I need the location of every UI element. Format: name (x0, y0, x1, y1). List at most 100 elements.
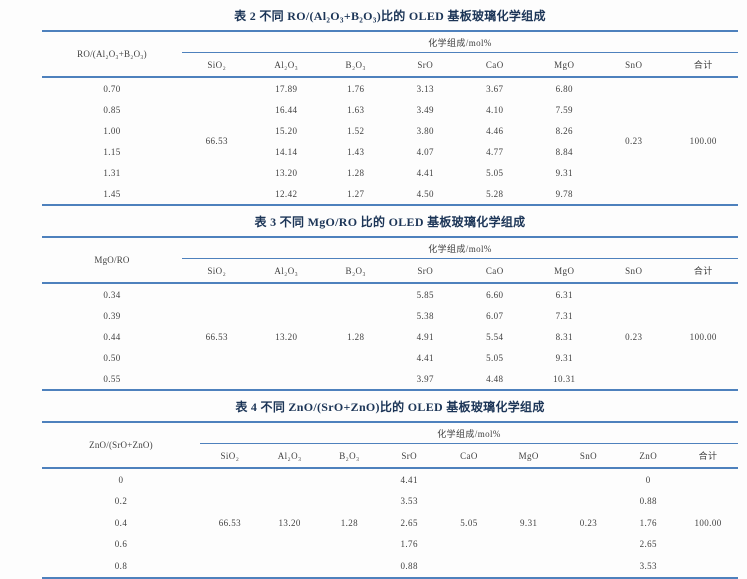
data-cell: 100.00 (689, 136, 717, 146)
table3-section: 表 3 不同 MgO/RO 比的 OLED 基板玻璃化学组成 MgO/RO 化学… (42, 214, 738, 391)
table-row: 1.31 13.20 1.28 4.41 5.05 9.31 (42, 162, 738, 183)
table-row: 0.2 3.53 0.88 (42, 491, 738, 513)
data-cell: 4.10 (486, 104, 504, 115)
data-cell: 2.65 (400, 517, 418, 528)
row-key-cell: 0.85 (103, 104, 121, 115)
data-cell: 4.50 (416, 188, 434, 199)
data-cell: 2.65 (639, 539, 657, 550)
data-cell: 3.53 (400, 496, 418, 507)
row-key-cell: 0.8 (114, 560, 128, 571)
data-cell: 3.13 (416, 83, 434, 94)
row-key-cell: 0.2 (114, 496, 128, 507)
table2: RO/(Al₂O₃+B₂O₃) 化学组成/mol% SiO₂ Al₂O₃ B₂O₃ S… (42, 30, 738, 206)
data-cell: 5.05 (486, 167, 504, 178)
data-cell: 5.54 (486, 331, 504, 342)
data-cell: 6.31 (555, 289, 573, 300)
data-cell: 13.20 (278, 517, 301, 528)
column-header: B₂O₃ (345, 59, 366, 70)
column-header: SrO (417, 265, 434, 276)
row-key-cell: 1.31 (103, 167, 121, 178)
data-cell: 5.85 (416, 289, 434, 300)
data-cell: 0.23 (625, 331, 643, 342)
data-cell: 0 (645, 474, 651, 485)
data-cell: 1.63 (347, 104, 365, 115)
column-header: SiO₂ (220, 450, 240, 461)
table3: MgO/RO 化学组成/mol% SiO₂ Al₂O₃ B₂O₃ SrO CaO MgO S… (42, 236, 738, 391)
row-key-cell: 0.39 (103, 310, 121, 321)
data-cell: 1.28 (347, 167, 365, 178)
data-cell: 9.31 (555, 352, 573, 363)
data-cell: 1.28 (347, 331, 365, 342)
data-cell: 0.23 (625, 136, 643, 146)
data-cell: 5.05 (486, 352, 504, 363)
row-key-cell: 1.00 (103, 125, 121, 136)
data-cell: 14.14 (275, 146, 298, 157)
header-row-columns: SiO₂ Al₂O₃ B₂O₃ SrO CaO MgO SnO 合计 (42, 53, 738, 78)
header-row-columns: SiO₂ Al₂O₃ B₂O₃ SrO CaO MgO SnO ZnO 合计 (42, 444, 738, 469)
data-cell: 15.20 (275, 125, 298, 136)
data-cell: 1.43 (347, 146, 365, 157)
data-cell: 66.53 (218, 517, 241, 528)
row-key-cell: 1.45 (103, 188, 121, 199)
data-cell: 1.52 (347, 125, 365, 136)
data-cell: 13.20 (275, 167, 298, 178)
column-header: MgO (518, 450, 539, 461)
column-header: Al₂O₃ (274, 265, 299, 276)
column-header: SiO₂ (207, 265, 227, 276)
data-cell: 3.67 (486, 83, 504, 94)
column-header: CaO (460, 450, 478, 461)
data-cell: 3.80 (416, 125, 434, 136)
data-cell: 1.28 (340, 517, 359, 528)
column-header: B₂O₃ (345, 265, 366, 276)
data-cell: 1.76 (400, 539, 418, 550)
column-header: SrO (417, 59, 434, 70)
data-cell: 1.76 (347, 83, 365, 94)
table-row: 0.55 3.97 4.48 10.31 (42, 368, 738, 390)
data-cell: 5.05 (460, 517, 478, 528)
data-cell: 8.84 (555, 146, 573, 157)
row-key-cell: 0.70 (103, 83, 121, 94)
header-row-columns: SiO₂ Al₂O₃ B₂O₃ SrO CaO MgO SnO 合计 (42, 259, 738, 284)
column-header: Al₂O₃ (277, 450, 302, 461)
table4-section: 表 4 不同 ZnO/(SrO+ZnO)比的 OLED 基板玻璃化学组成 ZnO… (42, 399, 738, 579)
row-ratio-header: MgO/RO (94, 255, 130, 265)
header-row-group: ZnO/(SrO+ZnO) 化学组成/mol% (42, 422, 738, 450)
data-cell: 4.46 (486, 125, 504, 136)
table2-header: RO/(Al₂O₃+B₂O₃) 化学组成/mol% SiO₂ Al₂O₃ B₂O₃ S… (42, 31, 738, 77)
column-header: CaO (485, 265, 504, 276)
table-row: 0.39 5.38 6.07 7.31 (42, 305, 738, 326)
table4-title: 表 4 不同 ZnO/(SrO+ZnO)比的 OLED 基板玻璃化学组成 (235, 400, 545, 414)
data-cell: 8.31 (555, 331, 573, 342)
data-cell: 9.31 (555, 167, 573, 178)
row-ratio-header: RO/(Al₂O₃+B₂O₃) (77, 49, 147, 59)
data-cell: 6.60 (486, 289, 504, 300)
table-row: 0.34 66.53 13.20 1.28 5.85 6.60 6.31 0.23 100.00 (42, 283, 738, 342)
column-header: MgO (554, 59, 575, 70)
table-row: 0.8 0.88 3.53 (42, 555, 738, 578)
data-cell: 13.20 (275, 331, 298, 342)
header-row-group: RO/(Al₂O₃+B₂O₃) 化学组成/mol% (42, 31, 738, 59)
table-row: 0.6 1.76 2.65 (42, 534, 738, 556)
data-cell: 9.31 (520, 517, 538, 528)
data-cell: 12.42 (275, 188, 298, 199)
row-key-cell: 1.15 (103, 146, 121, 157)
table-row: 0 66.53 13.20 1.28 4.41 5.05 9.31 0.23 0 100.00 (42, 468, 738, 528)
data-cell: 8.26 (555, 125, 573, 136)
row-key-cell: 0 (118, 474, 124, 485)
data-cell: 4.48 (486, 373, 504, 384)
table2-section: 表 2 不同 RO/(Al₂O₃+B₂O₃)比的 OLED 基板玻璃化学组成 R… (42, 8, 738, 206)
column-header: 合计 (693, 266, 713, 276)
table4-header: ZnO/(SrO+ZnO) 化学组成/mol% SiO₂ Al₂O₃ B₂O₃ SrO… (42, 422, 738, 468)
data-cell: 66.53 (205, 331, 228, 342)
data-cell: 4.41 (400, 474, 418, 485)
data-cell: 7.31 (555, 310, 573, 321)
column-header: SrO (401, 450, 418, 461)
data-cell: 6.80 (555, 83, 573, 94)
header-row-group: MgO/RO 化学组成/mol% (42, 237, 738, 265)
data-cell: 1.27 (347, 188, 365, 199)
table4: ZnO/(SrO+ZnO) 化学组成/mol% SiO₂ Al₂O₃ B₂O₃ SrO… (42, 421, 738, 579)
data-cell: 4.91 (416, 331, 434, 342)
column-header: SnO (625, 59, 643, 70)
data-cell: 5.38 (416, 310, 434, 321)
table3-body: 0.34 66.53 13.20 1.28 5.85 6.60 6.31 0.23 100.00… (42, 283, 738, 390)
